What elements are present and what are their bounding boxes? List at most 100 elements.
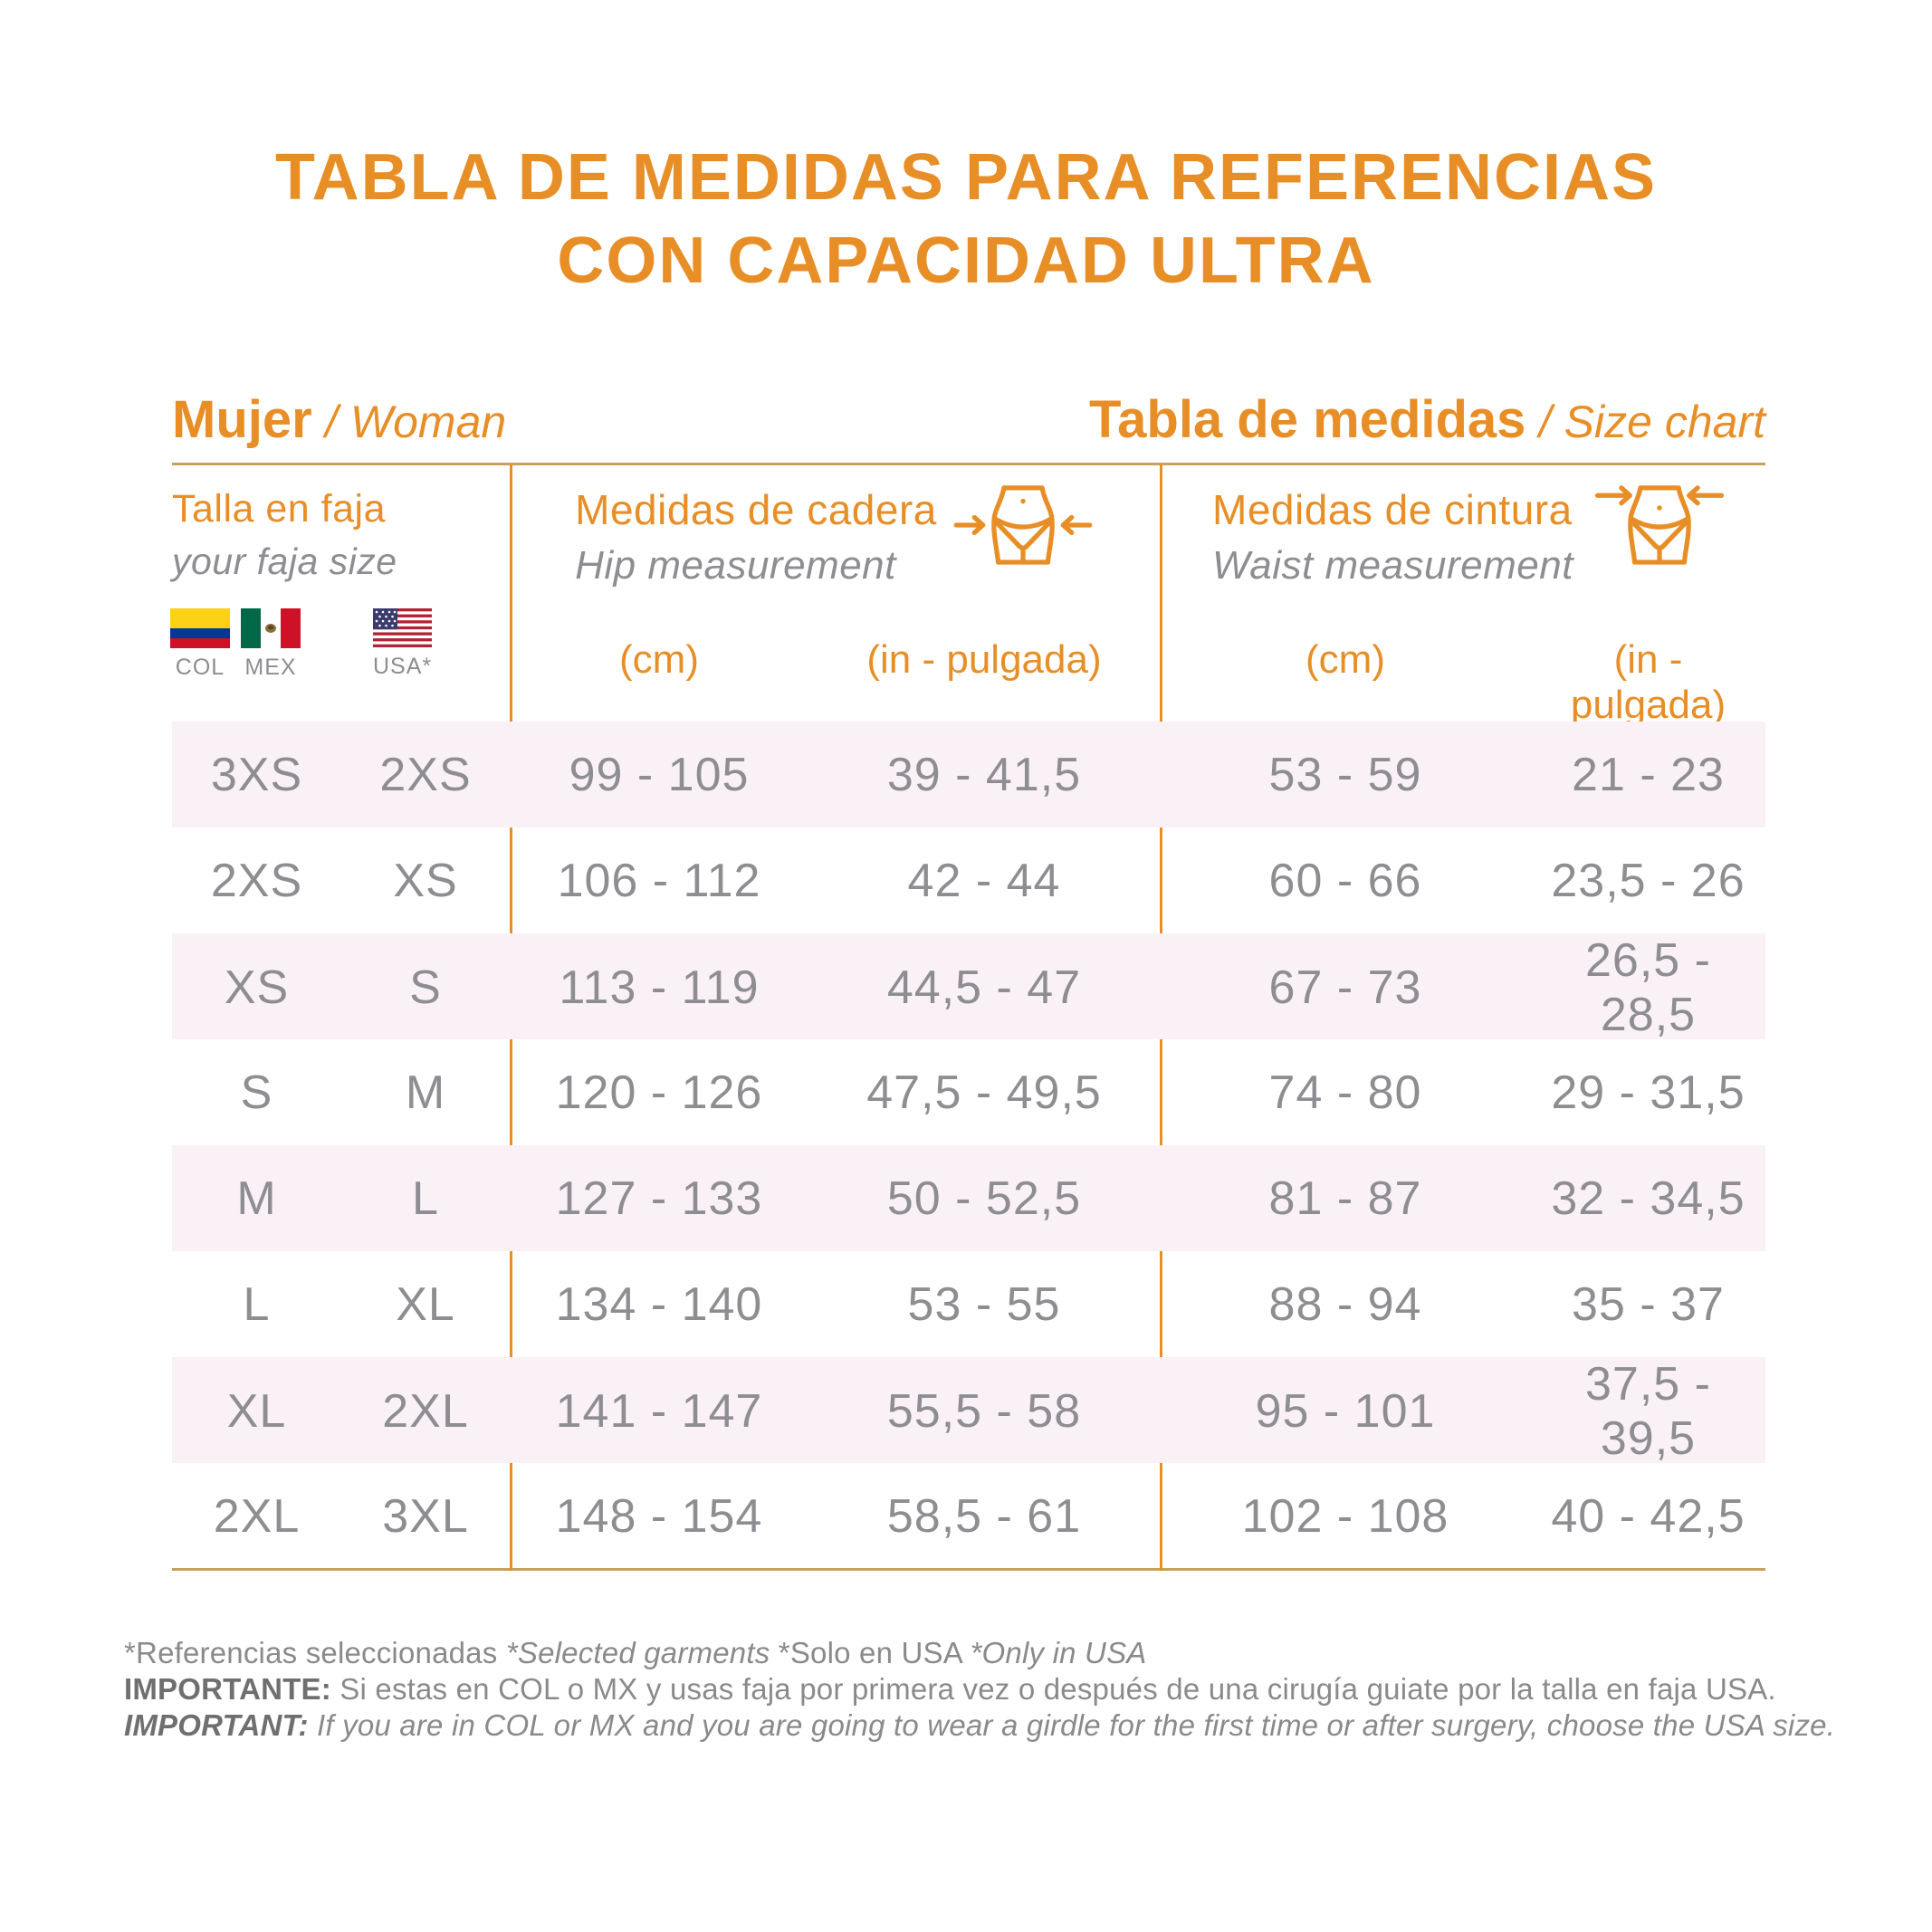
waist-column-subtitle: Waist measurement <box>1212 543 1573 588</box>
colombia-flag-label: COL <box>175 655 225 680</box>
page-title-line2: CON CAPACIDAD ULTRA <box>557 225 1375 297</box>
hip-cm: 120 - 126 <box>555 1066 763 1119</box>
table-row: S M 120 - 126 47,5 - 49,5 74 - 80 29 - 3… <box>172 1039 1765 1145</box>
hip-cm: 113 - 119 <box>559 961 760 1014</box>
waist-in: 23,5 - 26 <box>1551 854 1745 907</box>
waist-in: 37,5 - 39,5 <box>1585 1358 1711 1465</box>
table-top-border <box>172 463 1765 465</box>
size-colmex: L <box>243 1277 271 1331</box>
size-usa: S <box>409 961 442 1014</box>
usa-flag-icon <box>373 608 432 647</box>
footnote-referencias: *Referencias seleccionadas <box>124 1636 506 1669</box>
table-row: L XL 134 - 140 53 - 55 88 - 94 35 - 37 <box>172 1251 1765 1357</box>
size-column-subtitle: your faja size <box>172 540 397 582</box>
mexico-flag: MEX <box>241 608 301 681</box>
footnote-line1: *Referencias seleccionadas *Selected gar… <box>124 1635 1921 1671</box>
waist-cm: 81 - 87 <box>1268 1172 1422 1225</box>
usa-flag-label: USA* <box>373 654 433 679</box>
size-colmex: XS <box>224 961 290 1014</box>
waist-cm: 67 - 73 <box>1268 961 1422 1014</box>
size-usa: L <box>412 1172 439 1225</box>
waist-in: 35 - 37 <box>1572 1277 1725 1331</box>
footnote-only-usa: *Only in USA <box>970 1636 1147 1669</box>
hip-in: 50 - 52,5 <box>886 1172 1082 1225</box>
hip-column-header: Medidas de cadera Hip measurement <box>510 478 1160 588</box>
footnote-solo-usa: *Solo en USA <box>778 1636 971 1669</box>
waist-units-row: (cm) (in - pulgada) <box>1160 637 1765 728</box>
heading-size-chart: Tabla de medidas / Size chart <box>1089 389 1765 450</box>
colombia-flag: COL <box>170 608 230 681</box>
table-row: XL 2XL 141 - 147 55,5 - 58 95 - 101 37,5… <box>172 1357 1765 1465</box>
heading-woman: / Woman <box>325 397 507 447</box>
hip-cm: 106 - 112 <box>557 854 761 907</box>
hip-cm: 134 - 140 <box>555 1277 763 1331</box>
usa-flag: USA* <box>373 608 432 680</box>
waist-column-title: Medidas de cintura <box>1212 486 1573 533</box>
hip-in: 44,5 - 47 <box>886 961 1082 1014</box>
hip-column-subtitle: Hip measurement <box>575 543 896 588</box>
size-usa: 2XS <box>379 748 472 801</box>
page-title: TABLA DE MEDIDAS PARA REFERENCIAS CON CA… <box>0 136 1932 302</box>
hip-in: 55,5 - 58 <box>886 1385 1082 1438</box>
hip-cm: 148 - 154 <box>555 1489 763 1543</box>
table-row: 3XS 2XS 99 - 105 39 - 41,5 53 - 59 21 - … <box>172 722 1765 827</box>
size-colmex: 2XL <box>213 1489 301 1543</box>
waist-in: 21 - 23 <box>1572 748 1725 801</box>
footnote-importante-label: IMPORTANTE: <box>124 1672 331 1706</box>
footnote-selected-garments: *Selected garments <box>505 1636 779 1669</box>
waist-cm: 53 - 59 <box>1268 748 1422 801</box>
table-row: XS S 113 - 119 44,5 - 47 67 - 73 26,5 - … <box>172 933 1765 1041</box>
size-colmex: S <box>240 1066 273 1119</box>
hip-unit-in: (in - pulgada) <box>866 637 1102 682</box>
size-usa: XL <box>396 1277 455 1331</box>
size-colmex: M <box>236 1172 277 1225</box>
hip-units-row: (cm) (in - pulgada) <box>510 637 1160 683</box>
size-usa: 2XL <box>382 1385 469 1438</box>
waist-unit-in: (in - pulgada) <box>1570 637 1726 727</box>
waist-in: 29 - 31,5 <box>1551 1066 1745 1119</box>
size-colmex: 3XS <box>210 748 303 801</box>
waist-measurement-icon <box>1594 485 1725 565</box>
size-usa: M <box>405 1066 446 1119</box>
waist-cm: 74 - 80 <box>1268 1066 1422 1119</box>
size-column-title: Talla en faja <box>172 487 386 531</box>
hip-in: 47,5 - 49,5 <box>866 1066 1102 1119</box>
waist-in: 40 - 42,5 <box>1551 1489 1745 1543</box>
footnote-important-label: IMPORTANT: <box>124 1708 309 1742</box>
size-column-header: Talla en faja your faja size <box>172 487 397 583</box>
size-table-body: 3XS 2XS 99 - 105 39 - 41,5 53 - 59 21 - … <box>172 722 1765 1569</box>
footnotes: *Referencias seleccionadas *Selected gar… <box>124 1635 1921 1744</box>
heading-tabla-de-medidas: Tabla de medidas <box>1089 390 1526 449</box>
waist-column-header: Medidas de cintura Waist measurement <box>1160 478 1765 588</box>
page-title-line1: TABLA DE MEDIDAS PARA REFERENCIAS <box>274 141 1658 214</box>
waist-cm: 95 - 101 <box>1255 1385 1436 1438</box>
hip-column-title: Medidas de cadera <box>575 486 937 533</box>
footnote-importante-text: Si estas en COL o MX y usas faja por pri… <box>330 1672 1776 1706</box>
hip-measurement-icon <box>953 485 1093 565</box>
mexico-flag-label: MEX <box>244 655 297 680</box>
waist-cm: 102 - 108 <box>1241 1489 1449 1543</box>
hip-in: 58,5 - 61 <box>886 1489 1082 1543</box>
table-row: 2XL 3XL 148 - 154 58,5 - 61 102 - 108 40… <box>172 1463 1765 1569</box>
waist-unit-cm: (cm) <box>1306 637 1385 682</box>
table-bottom-border <box>172 1568 1765 1571</box>
waist-cm: 88 - 94 <box>1268 1277 1422 1331</box>
footnote-line2: IMPORTANTE: Si estas en COL o MX y usas … <box>124 1671 1921 1707</box>
heading-size-chart-en: / Size chart <box>1538 397 1765 447</box>
hip-cm: 141 - 147 <box>555 1385 763 1438</box>
colombia-flag-icon <box>170 608 230 648</box>
hip-cm: 99 - 105 <box>569 748 750 801</box>
table-row: M L 127 - 133 50 - 52,5 81 - 87 32 - 34,… <box>172 1145 1765 1251</box>
size-usa: 3XL <box>382 1489 469 1543</box>
heading-mujer: Mujer <box>172 390 312 449</box>
hip-cm: 127 - 133 <box>555 1172 763 1225</box>
size-colmex: XL <box>226 1385 287 1438</box>
size-colmex: 2XS <box>210 854 303 907</box>
hip-in: 39 - 41,5 <box>886 748 1082 801</box>
waist-cm: 60 - 66 <box>1268 854 1422 907</box>
hip-in: 53 - 55 <box>907 1277 1061 1331</box>
waist-in: 26,5 - 28,5 <box>1585 934 1711 1041</box>
footnote-important-text: If you are in COL or MX and you are goin… <box>308 1708 1836 1742</box>
hip-unit-cm: (cm) <box>619 637 699 682</box>
mexico-flag-icon <box>241 608 301 648</box>
